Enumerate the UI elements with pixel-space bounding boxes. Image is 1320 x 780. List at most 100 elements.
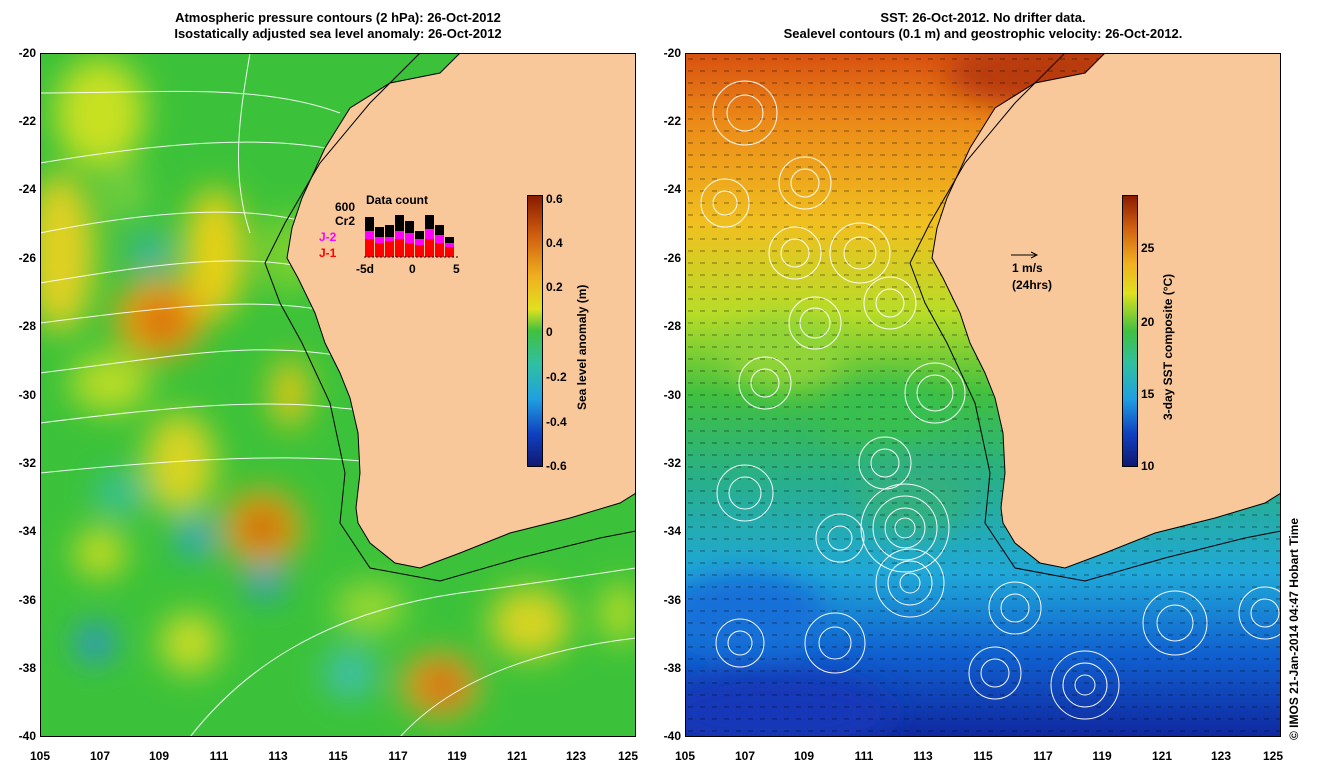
histogram-bar-segment [415,239,424,245]
inset-title: Data count [366,193,429,207]
australia-landmass-left [286,53,636,569]
right-xtick: 121 [1151,749,1173,763]
histogram-bar-segment [425,239,434,257]
left-ytick: -40 [18,729,36,743]
right-xtick: 109 [793,749,815,763]
right-title-line2: Sealevel contours (0.1 m) and geostrophi… [783,26,1183,41]
histogram-bar-segment [445,237,454,243]
histogram-bar-segment [385,237,394,241]
inset-xtick-end: 5 [453,262,460,276]
inset-series-cr2: Cr2 [335,214,356,228]
histogram-bar-segment [365,231,374,239]
sst-cb-tick-10: 10 [1141,459,1155,473]
right-xtick: 117 [1033,749,1053,763]
left-ytick: -26 [18,251,36,265]
histogram-bar-segment [415,245,424,257]
histogram-bar-segment [405,233,414,243]
histogram-bar-segment [405,221,414,233]
left-xtick: 125 [617,749,639,763]
right-ytick: -30 [663,388,681,402]
histogram-bar-segment [375,237,384,243]
right-ytick: -24 [663,182,681,196]
histogram-bar-segment [425,229,434,239]
right-map-title: SST: 26-Oct-2012. No drifter data. Seale… [685,10,1281,42]
histogram-bar-segment [375,227,384,237]
left-xtick: 105 [29,749,51,763]
histogram-bar-segment [435,225,444,235]
histogram-bar-segment [375,243,384,257]
inset-xtick-mid: 0 [409,262,416,276]
velocity-scale-arrow [1011,251,1039,259]
histogram-bar-segment [395,231,404,239]
histogram-bar-segment [435,243,444,257]
inset-xtick-start: -5d [356,262,374,276]
sla-cb-tick-m06: -0.6 [546,459,567,473]
inset-series-j1: J-1 [319,246,337,260]
inset-scale-value: 600 [335,200,356,214]
histogram-bar-segment [435,235,444,243]
histogram-bar-segment [385,225,394,237]
right-ytick: -26 [663,251,681,265]
left-xtick: 119 [447,749,467,763]
left-ytick: -28 [18,319,36,333]
sla-colorbar-label: Sea level anomaly (m) [575,284,589,410]
histogram-bar-segment [395,239,404,257]
sst-colorbar [1122,195,1138,467]
inset-series-j2: J-2 [319,230,337,244]
sst-colorbar-label: 3-day SST composite (°C) [1161,273,1175,420]
histogram-bar-segment [395,215,404,231]
velocity-scale-sub: (24hrs) [1012,278,1053,292]
right-xtick: 111 [854,749,874,763]
sla-colorbar [527,195,543,467]
left-ytick: -22 [18,114,36,128]
left-xtick: 107 [89,749,111,763]
left-ytick: -34 [18,524,36,538]
credit-text: © IMOS 21-Jan-2014 04:47 Hobart Time [1287,517,1301,740]
right-ytick: -28 [663,319,681,333]
sla-cb-tick-m02: -0.2 [546,370,567,384]
histogram-bar-segment [415,231,424,239]
right-ytick: -40 [663,729,681,743]
right-ytick: -36 [663,593,681,607]
right-xtick: 105 [674,749,696,763]
histogram-bar-segment [445,247,454,257]
histogram-bar-segment [365,217,374,231]
sea-level-anomaly-map [40,53,636,737]
data-count-histogram [364,215,460,258]
right-xtick: 119 [1092,749,1112,763]
right-xtick: 107 [734,749,756,763]
left-ytick: -24 [18,182,36,196]
left-xtick: 115 [328,749,348,763]
left-title-line1: Atmospheric pressure contours (2 hPa): 2… [175,10,501,25]
right-xtick: 113 [913,749,933,763]
left-xtick: 111 [209,749,229,763]
left-ytick: -38 [18,661,36,675]
right-xtick: 123 [1210,749,1232,763]
right-xtick: 115 [973,749,993,763]
sla-cb-tick-06: 0.6 [546,192,563,206]
sla-cb-tick-0: 0 [546,325,553,339]
left-xtick: 113 [268,749,288,763]
left-ytick: -30 [18,388,36,402]
right-ytick: -34 [663,524,681,538]
left-ytick: -32 [18,456,36,470]
right-ytick: -20 [663,46,681,60]
sla-cb-tick-02: 0.2 [546,280,563,294]
left-xtick: 109 [148,749,170,763]
left-ytick: -20 [18,46,36,60]
left-map-title: Atmospheric pressure contours (2 hPa): 2… [40,10,636,42]
left-xtick: 117 [388,749,408,763]
left-xtick: 123 [565,749,587,763]
left-ytick: -36 [18,593,36,607]
sla-cb-tick-m04: -0.4 [546,415,567,429]
left-xtick: 121 [506,749,528,763]
histogram-bar-segment [365,239,374,257]
right-title-line1: SST: 26-Oct-2012. No drifter data. [880,10,1086,25]
right-ytick: -32 [663,456,681,470]
right-xtick: 125 [1262,749,1284,763]
histogram-bar-segment [405,243,414,257]
sla-cb-tick-04: 0.4 [546,236,563,250]
sst-cb-tick-20: 20 [1141,315,1155,329]
left-title-line2: Isostatically adjusted sea level anomaly… [174,26,502,41]
histogram-bar-segment [385,241,394,257]
